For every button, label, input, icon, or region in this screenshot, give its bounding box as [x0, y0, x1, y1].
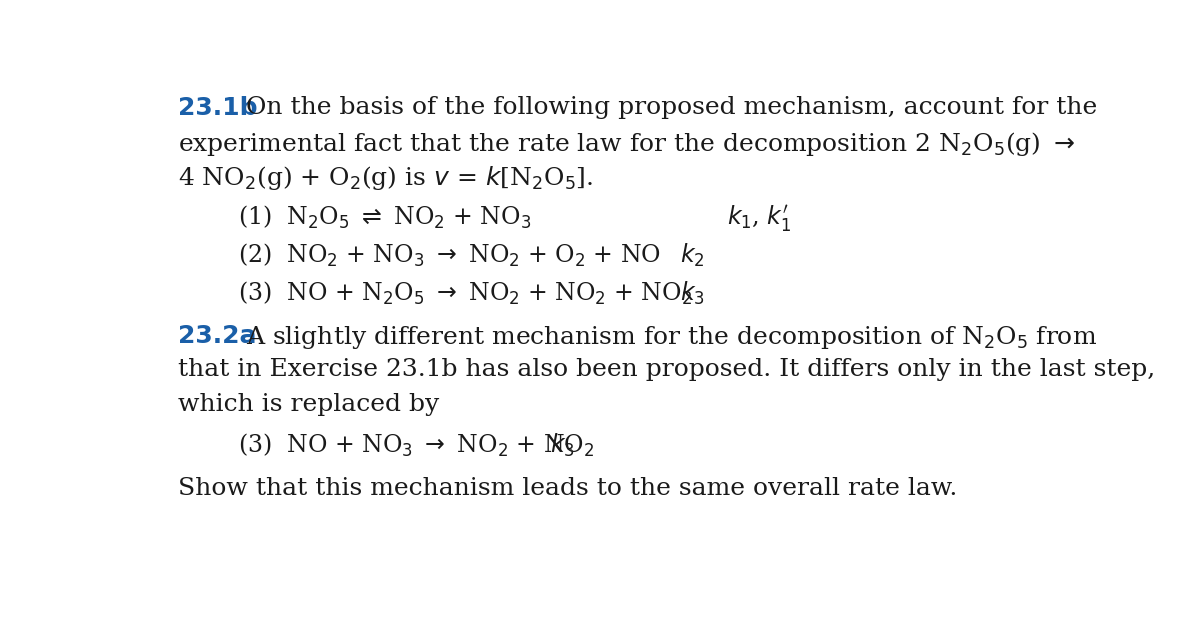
Text: (3)  NO + NO$_3$ $\rightarrow$ NO$_2$ + NO$_2$: (3) NO + NO$_3$ $\rightarrow$ NO$_2$ + N…: [239, 432, 595, 459]
Text: which is replaced by: which is replaced by: [178, 392, 439, 416]
Text: $k_1$, $k_1'$: $k_1$, $k_1'$: [727, 203, 791, 234]
Text: Show that this mechanism leads to the same overall rate law.: Show that this mechanism leads to the sa…: [178, 476, 958, 499]
Text: (3)  NO + N$_2$O$_5$ $\rightarrow$ NO$_2$ + NO$_2$ + NO$_2$: (3) NO + N$_2$O$_5$ $\rightarrow$ NO$_2$…: [239, 279, 692, 307]
Text: (1)  N$_2$O$_5$ $\rightleftharpoons$ NO$_2$ + NO$_3$: (1) N$_2$O$_5$ $\rightleftharpoons$ NO$_…: [239, 203, 532, 231]
Text: (2)  NO$_2$ + NO$_3$ $\rightarrow$ NO$_2$ + O$_2$ + NO: (2) NO$_2$ + NO$_3$ $\rightarrow$ NO$_2$…: [239, 242, 661, 269]
Text: 23.2a: 23.2a: [178, 324, 257, 348]
Text: experimental fact that the rate law for the decomposition 2 N$_2$O$_5$(g) $\righ: experimental fact that the rate law for …: [178, 130, 1075, 158]
Text: $k_3$: $k_3$: [680, 279, 704, 307]
Text: that in Exercise 23.1b has also been proposed. It differs only in the last step,: that in Exercise 23.1b has also been pro…: [178, 358, 1156, 381]
Text: A slightly different mechanism for the decomposition of N$_2$O$_5$ from: A slightly different mechanism for the d…: [246, 324, 1097, 351]
Text: $k_3$: $k_3$: [550, 432, 575, 459]
Text: 23.1b: 23.1b: [178, 96, 257, 119]
Text: $k_2$: $k_2$: [680, 242, 704, 269]
Text: On the basis of the following proposed mechanism, account for the: On the basis of the following proposed m…: [246, 96, 1097, 119]
Text: 4 NO$_2$(g) + O$_2$(g) is $v$ = $k$[N$_2$O$_5$].: 4 NO$_2$(g) + O$_2$(g) is $v$ = $k$[N$_2…: [178, 164, 593, 192]
